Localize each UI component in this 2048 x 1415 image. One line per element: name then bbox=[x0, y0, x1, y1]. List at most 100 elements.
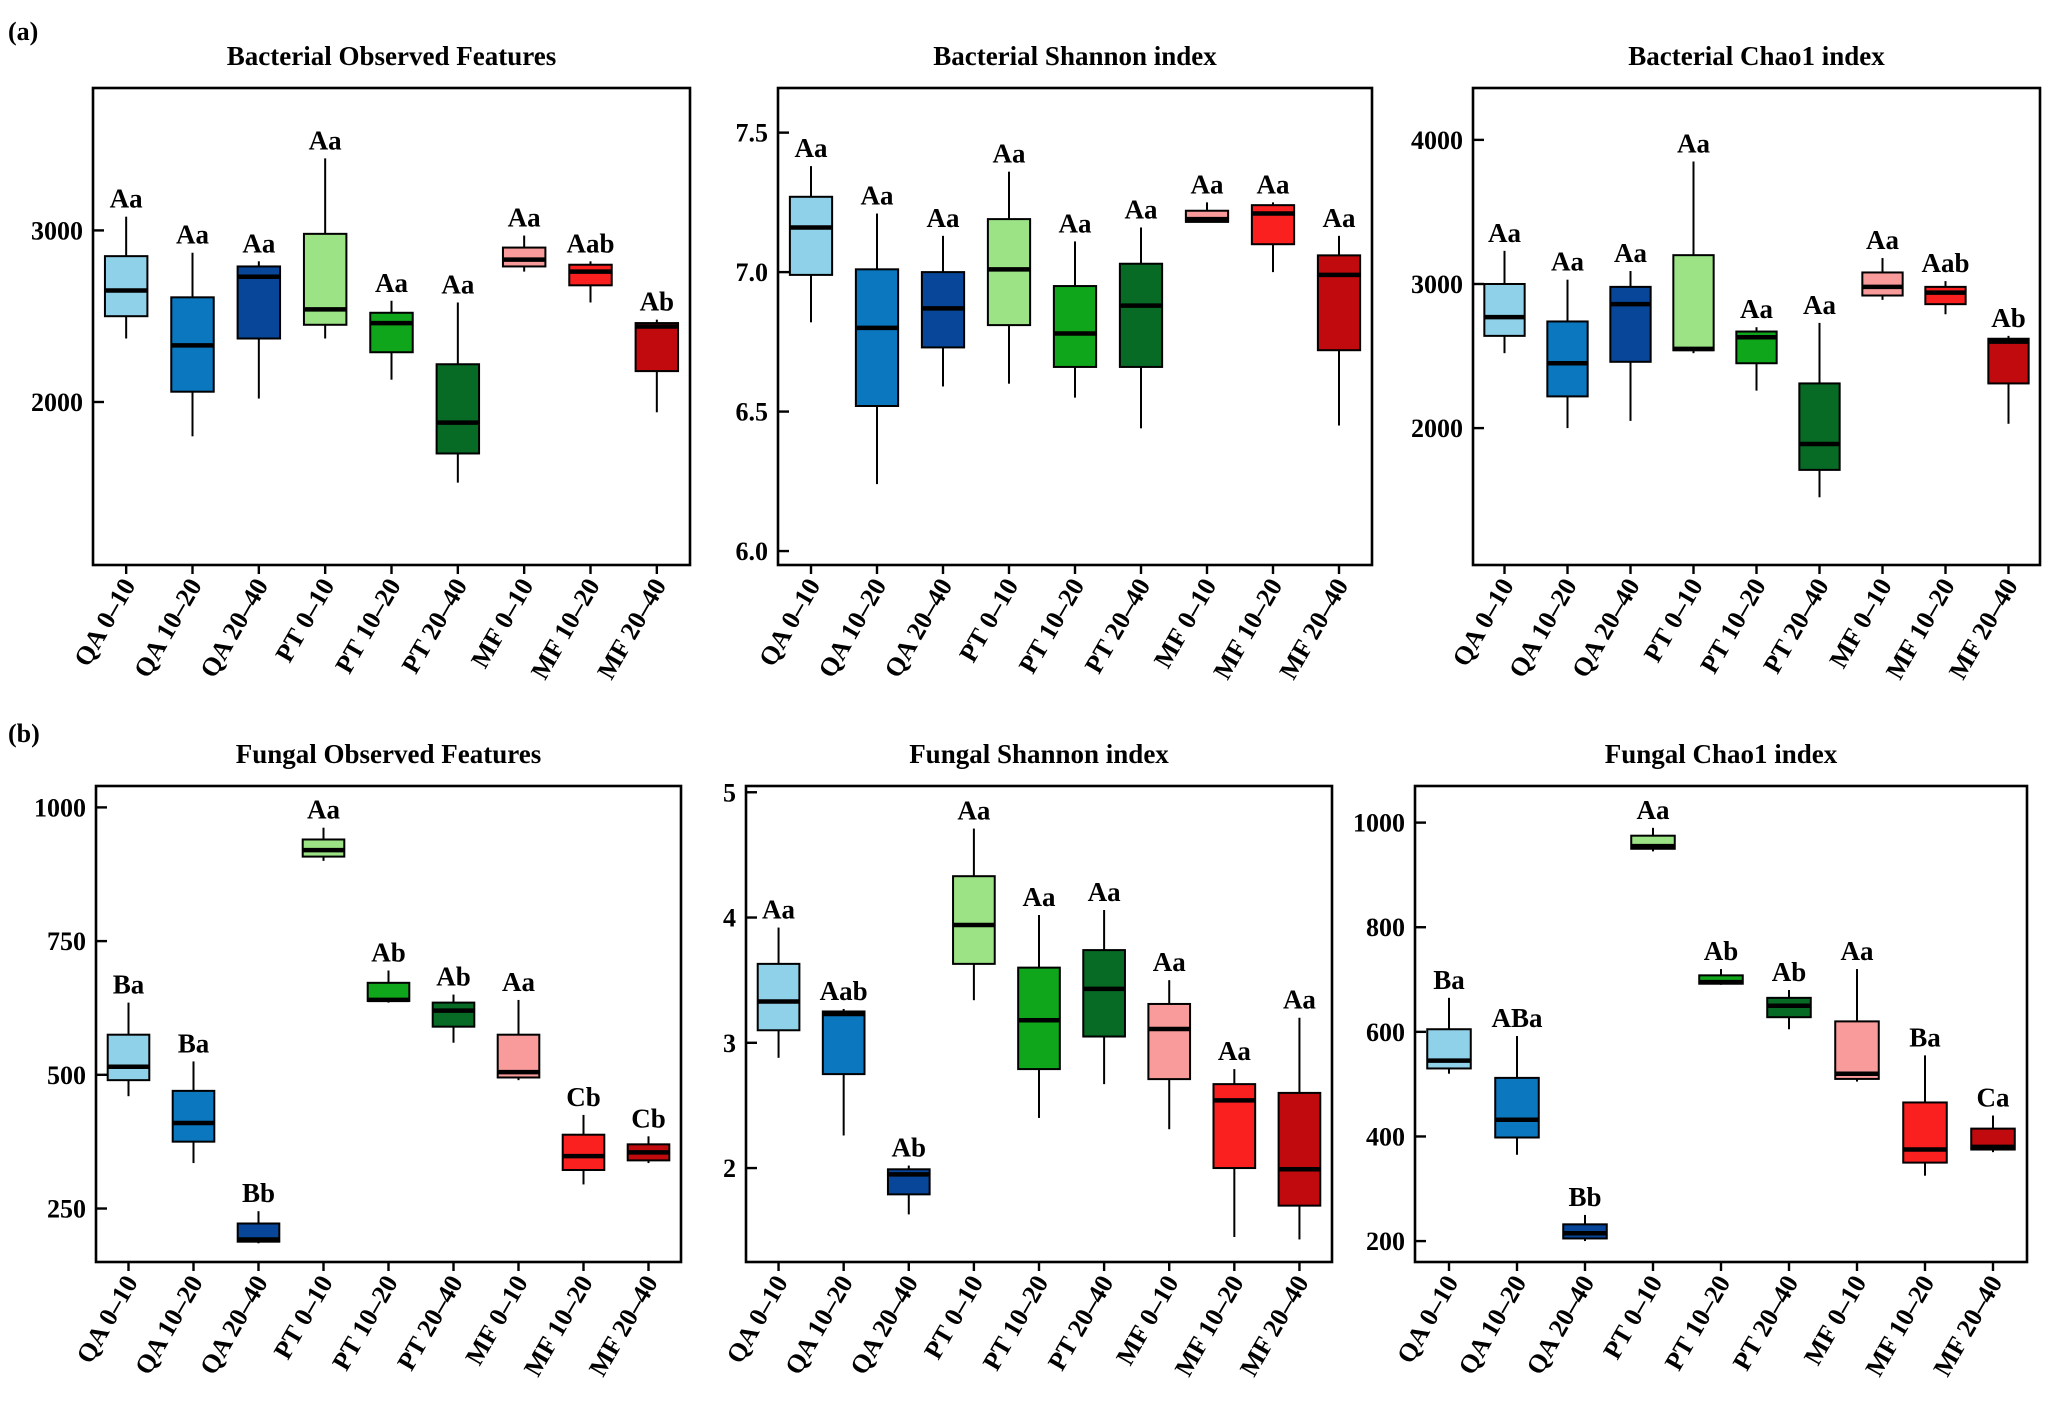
chart-panel-1: Bacterial Observed Features 2000 3000 Aa QA … bbox=[31, 41, 692, 684]
significance-label: Bb bbox=[1568, 1182, 1601, 1212]
significance-label: Ab bbox=[371, 938, 406, 968]
significance-label: Bb bbox=[242, 1178, 275, 1208]
box-6: Aa bbox=[1082, 877, 1126, 1085]
significance-label: Aa bbox=[441, 269, 474, 299]
box-3: Bb bbox=[1562, 1182, 1608, 1242]
box-7: Aa bbox=[1184, 169, 1230, 223]
x-category-label: QA 0–10 bbox=[721, 1271, 794, 1369]
x-category-label: PT 0–10 bbox=[268, 1271, 339, 1365]
y-tick-label: 1000 bbox=[34, 793, 86, 822]
y-tick-label: 3000 bbox=[1411, 270, 1463, 299]
box-5: Ab bbox=[1698, 936, 1744, 985]
box-body bbox=[171, 1089, 216, 1143]
x-category-label: PT 0–10 bbox=[1597, 1271, 1668, 1365]
panel-label-a: (a) bbox=[8, 17, 38, 46]
y-tick-label: 600 bbox=[1366, 1018, 1405, 1047]
box-body bbox=[1494, 1076, 1540, 1139]
significance-label: Aa bbox=[1551, 247, 1584, 277]
y-tick-label: 3000 bbox=[31, 216, 83, 245]
box-5: Aa bbox=[1052, 208, 1098, 398]
significance-label: Aa bbox=[762, 895, 795, 925]
significance-label: ABa bbox=[1491, 1003, 1543, 1033]
box-body bbox=[1118, 262, 1164, 368]
box-body bbox=[1316, 254, 1362, 352]
box-body bbox=[1082, 949, 1126, 1038]
box-7: Aa bbox=[1861, 225, 1904, 300]
box-2: ABa bbox=[1491, 1003, 1543, 1155]
significance-label: Aa bbox=[1637, 795, 1670, 825]
significance-label: Aa bbox=[1153, 947, 1186, 977]
box-3: Bb bbox=[236, 1178, 281, 1244]
significance-label: Aa bbox=[375, 268, 408, 298]
box-9: Ab bbox=[634, 287, 680, 413]
significance-label: Aa bbox=[795, 133, 828, 163]
significance-label: Ca bbox=[1977, 1083, 2010, 1113]
box-4: Aa bbox=[1672, 128, 1715, 354]
significance-label: Ab bbox=[1704, 936, 1739, 966]
significance-label: Aa bbox=[508, 203, 541, 233]
box-body bbox=[106, 1033, 151, 1082]
significance-label: Aa bbox=[309, 125, 342, 155]
box-body bbox=[369, 311, 414, 354]
significance-label: Aa bbox=[1488, 218, 1521, 248]
significance-label: Ab bbox=[436, 962, 471, 992]
box-3: Aa bbox=[236, 228, 282, 399]
y-tick-label: 6.5 bbox=[736, 398, 769, 427]
box-body bbox=[1212, 1083, 1257, 1170]
box-body bbox=[634, 322, 680, 373]
box-8: Ba bbox=[1902, 1022, 1948, 1176]
box-1: Aa bbox=[756, 895, 801, 1058]
box-6: Aa bbox=[435, 269, 481, 483]
box-4: Aa bbox=[952, 796, 996, 1001]
box-2: Ba bbox=[171, 1028, 216, 1164]
y-tick-label: 2000 bbox=[31, 388, 83, 417]
box-9: Ca bbox=[1970, 1083, 2016, 1153]
x-category-label: QA 20–40 bbox=[1521, 1271, 1601, 1380]
x-category-label: MF 0–10 bbox=[460, 1271, 534, 1370]
x-category-label: PT 10–20 bbox=[329, 574, 406, 679]
significance-label: Aa bbox=[176, 220, 209, 250]
box-9: Ab bbox=[1987, 303, 2030, 424]
box-8: Aa bbox=[1212, 1036, 1257, 1237]
box-5: Aa bbox=[1735, 294, 1778, 391]
box-body bbox=[1250, 204, 1296, 246]
box-body bbox=[1546, 320, 1589, 398]
x-category-label: MF 20–40 bbox=[1928, 1271, 2009, 1382]
box-1: Aa bbox=[788, 133, 834, 323]
x-category-label: MF 0–10 bbox=[1148, 574, 1222, 673]
significance-label: Aa bbox=[1191, 169, 1224, 199]
x-category-label: PT 20–40 bbox=[1042, 1271, 1119, 1376]
x-category-label: PT 0–10 bbox=[953, 574, 1024, 668]
significance-label: Ab bbox=[640, 287, 675, 317]
box-body bbox=[1052, 285, 1098, 368]
box-body bbox=[1483, 282, 1526, 337]
significance-label: Aa bbox=[1059, 208, 1092, 238]
x-category-label: QA 0–10 bbox=[68, 574, 141, 672]
significance-label: Ab bbox=[1991, 303, 2026, 333]
box-6: Ab bbox=[1766, 957, 1812, 1030]
box-3: Aa bbox=[920, 203, 966, 387]
box-body bbox=[561, 1133, 606, 1172]
chart-panel-4: Fungal Observed Features 250 500 750 1000 Ba Q… bbox=[34, 739, 683, 1381]
box-body bbox=[1277, 1091, 1322, 1207]
box-2: Aa bbox=[854, 181, 900, 485]
box-8: Aab bbox=[1921, 248, 1970, 315]
box-body bbox=[1924, 285, 1967, 306]
box-1: Ba bbox=[106, 970, 151, 1097]
box-3: Aa bbox=[1609, 238, 1652, 421]
plot-frame bbox=[94, 784, 683, 1264]
significance-label: Aa bbox=[1218, 1036, 1251, 1066]
x-category-label: PT 0–10 bbox=[1638, 574, 1709, 668]
y-tick-label: 800 bbox=[1366, 913, 1405, 942]
box-body bbox=[1184, 209, 1230, 223]
box-6: Aa bbox=[1118, 194, 1164, 429]
significance-label: Ba bbox=[1433, 965, 1465, 995]
box-6: Ab bbox=[431, 962, 476, 1043]
box-body bbox=[854, 268, 900, 407]
fungal-chao1-title: Fungal Chao1 index bbox=[1605, 739, 1838, 769]
y-tick-label: 5 bbox=[723, 778, 736, 807]
panel-label-b: (b) bbox=[8, 719, 40, 748]
box-9: Aa bbox=[1277, 985, 1322, 1240]
bacterial-chao1-title: Bacterial Chao1 index bbox=[1628, 41, 1885, 71]
